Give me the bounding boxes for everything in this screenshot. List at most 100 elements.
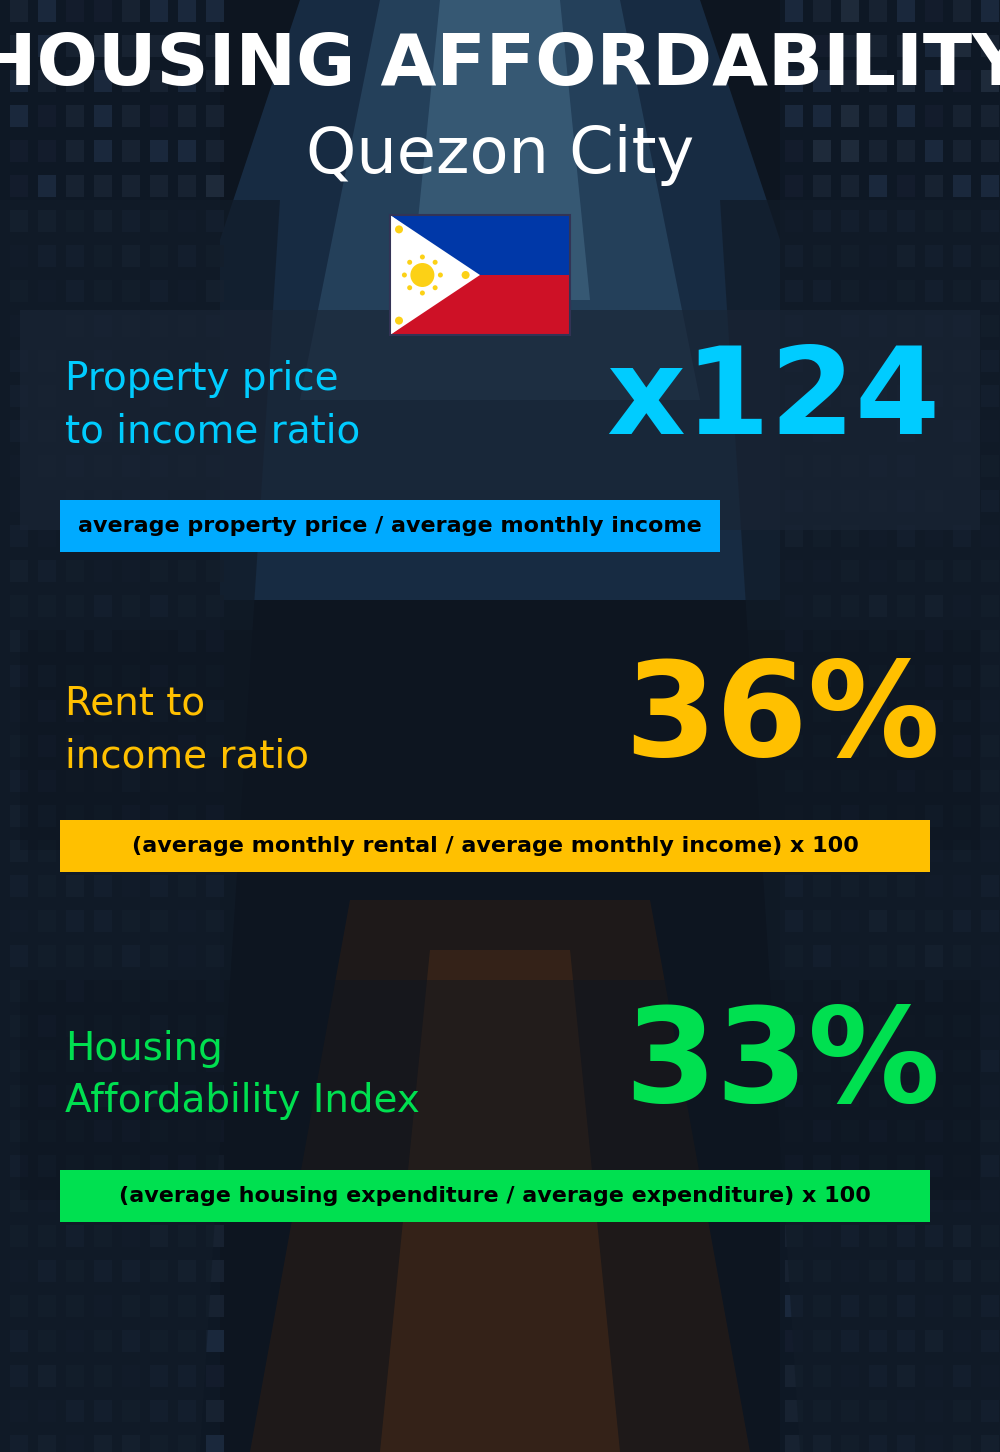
Bar	[841, 176, 859, 197]
Text: Rent to
income ratio: Rent to income ratio	[65, 684, 309, 775]
Bar	[122, 245, 140, 267]
Bar	[925, 1191, 943, 1212]
Bar	[10, 665, 28, 687]
Bar	[66, 1435, 84, 1452]
Bar	[953, 980, 971, 1002]
Bar	[981, 735, 999, 756]
Polygon shape	[100, 0, 900, 600]
Bar	[841, 35, 859, 57]
Bar	[178, 420, 196, 441]
Bar	[841, 980, 859, 1002]
Bar	[390, 274, 570, 335]
Bar	[94, 770, 112, 791]
Bar	[38, 35, 56, 57]
Bar	[94, 35, 112, 57]
Bar	[869, 735, 887, 756]
Bar	[38, 1015, 56, 1037]
Bar	[178, 804, 196, 828]
Bar	[897, 70, 915, 91]
Bar	[38, 945, 56, 967]
Bar	[785, 700, 803, 722]
Bar	[122, 1119, 140, 1143]
Bar	[94, 735, 112, 756]
Bar	[10, 1365, 28, 1387]
Bar	[841, 315, 859, 337]
Bar	[122, 1015, 140, 1037]
Bar	[66, 454, 84, 478]
Bar	[206, 560, 224, 582]
Bar	[150, 1154, 168, 1178]
Bar	[122, 385, 140, 407]
Bar	[38, 489, 56, 513]
Bar	[869, 420, 887, 441]
Bar	[66, 1015, 84, 1037]
Bar	[841, 700, 859, 722]
Bar	[66, 770, 84, 791]
Bar	[897, 454, 915, 478]
Bar	[122, 700, 140, 722]
Bar	[841, 630, 859, 652]
Bar	[122, 70, 140, 91]
Bar	[94, 841, 112, 862]
Bar	[869, 139, 887, 163]
Bar	[10, 176, 28, 197]
Bar	[897, 1050, 915, 1072]
Bar	[841, 735, 859, 756]
Bar	[94, 665, 112, 687]
Bar	[953, 1435, 971, 1452]
Bar	[869, 350, 887, 372]
Polygon shape	[410, 0, 590, 301]
Bar	[813, 385, 831, 407]
Bar	[785, 560, 803, 582]
Bar	[897, 1154, 915, 1178]
Bar	[178, 1015, 196, 1037]
Bar	[897, 420, 915, 441]
Bar	[10, 1119, 28, 1143]
Bar	[841, 420, 859, 441]
Bar	[897, 910, 915, 932]
Bar	[38, 350, 56, 372]
Bar	[897, 770, 915, 791]
Bar	[122, 841, 140, 862]
Bar	[813, 876, 831, 897]
Bar	[785, 770, 803, 791]
Bar	[785, 526, 803, 547]
Circle shape	[420, 290, 425, 296]
Bar	[869, 945, 887, 967]
Bar	[785, 1400, 803, 1422]
Bar	[10, 1191, 28, 1212]
Bar	[785, 139, 803, 163]
Bar	[897, 315, 915, 337]
Bar	[206, 595, 224, 617]
Bar	[66, 841, 84, 862]
Bar	[841, 841, 859, 862]
Bar	[66, 35, 84, 57]
Text: (average housing expenditure / average expenditure) x 100: (average housing expenditure / average e…	[119, 1186, 871, 1207]
Bar	[813, 1435, 831, 1452]
Bar	[953, 1330, 971, 1352]
Bar	[10, 139, 28, 163]
Bar	[897, 665, 915, 687]
Bar	[38, 630, 56, 652]
Bar	[925, 526, 943, 547]
Bar	[981, 0, 999, 22]
Bar	[953, 1400, 971, 1422]
Bar	[925, 1400, 943, 1422]
Bar	[178, 526, 196, 547]
Bar	[981, 1435, 999, 1452]
Bar	[38, 526, 56, 547]
Bar	[66, 804, 84, 828]
Bar	[38, 665, 56, 687]
Bar	[813, 70, 831, 91]
Bar	[925, 945, 943, 967]
Bar	[122, 945, 140, 967]
Bar	[66, 489, 84, 513]
Bar	[869, 526, 887, 547]
Bar	[206, 804, 224, 828]
Bar	[841, 1330, 859, 1352]
Bar	[10, 1435, 28, 1452]
Bar	[178, 770, 196, 791]
Bar	[785, 804, 803, 828]
Bar	[206, 1154, 224, 1178]
Bar	[981, 665, 999, 687]
